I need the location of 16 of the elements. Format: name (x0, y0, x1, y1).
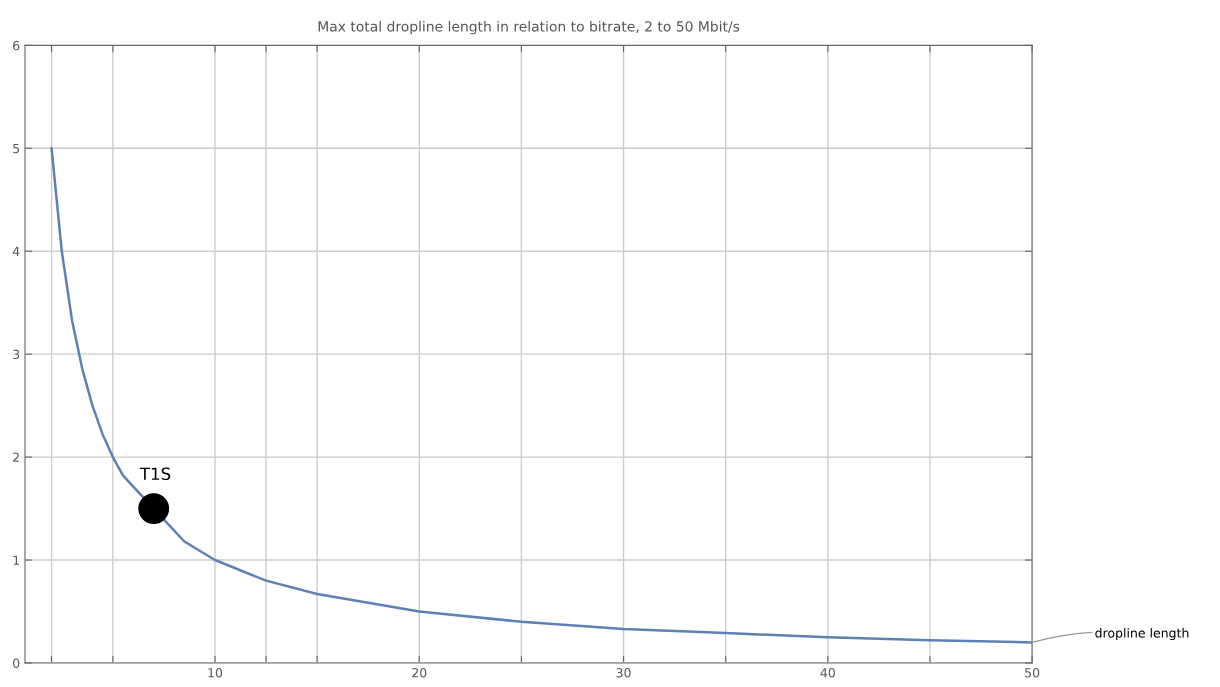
y-tick-label: 5 (13, 143, 20, 154)
line-series (50, 147, 1033, 644)
y-tick-label: 1 (13, 555, 19, 565)
series-label: T1S (139, 467, 171, 481)
y-tick-label: 4 (12, 246, 20, 256)
x-tick-label: 50 (1025, 668, 1040, 678)
x-tick-label: 20 (412, 668, 427, 678)
chart-title: Max total dropline length in relation to bitrate, 2 to 50 Mbit/s (318, 20, 740, 35)
text: dropline length (1095, 627, 1189, 641)
x-tick-label: 10 (208, 668, 223, 678)
x-tick-label: 40 (820, 668, 835, 678)
y-tick-label: 0 (13, 658, 20, 668)
y-tick-label: 3 (13, 349, 20, 360)
x-tick-label: 30 (616, 668, 631, 678)
y-tick-label: 6 (13, 40, 20, 51)
y-tick-label: 2 (13, 452, 19, 462)
